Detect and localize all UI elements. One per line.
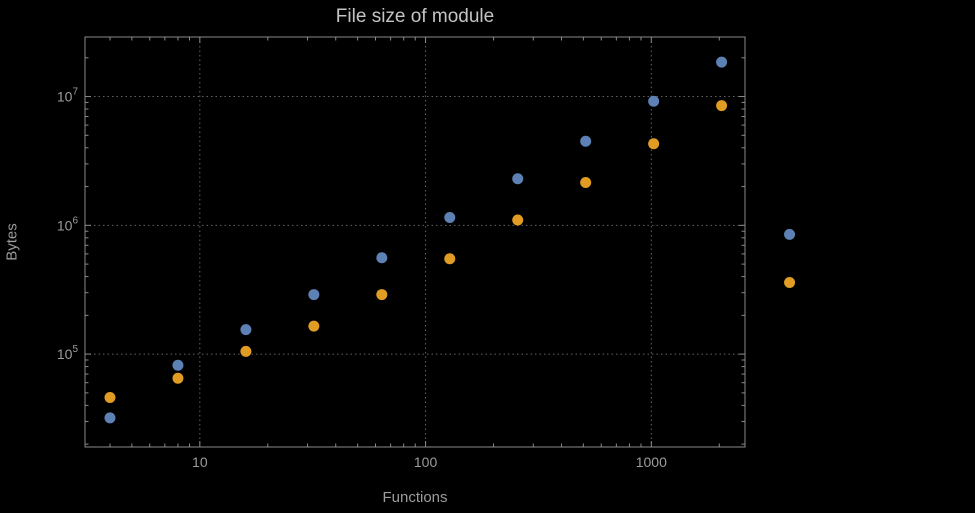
y-tick-label: 105 xyxy=(57,344,79,362)
data-point xyxy=(104,392,116,404)
y-axis-label: Bytes xyxy=(3,223,21,261)
data-point xyxy=(716,56,728,68)
data-point xyxy=(648,95,660,107)
data-point xyxy=(240,345,252,357)
data-point xyxy=(580,177,592,189)
y-tick-label: 107 xyxy=(57,87,79,105)
data-point xyxy=(512,173,524,185)
y-tick-label: 106 xyxy=(57,215,79,233)
data-point xyxy=(512,214,524,226)
x-tick-label: 100 xyxy=(414,454,438,470)
data-point xyxy=(376,289,388,301)
data-point xyxy=(444,212,456,224)
plot-frame xyxy=(84,36,746,448)
data-point xyxy=(308,289,320,301)
data-point xyxy=(172,372,184,384)
data-point xyxy=(240,324,252,336)
data-point xyxy=(376,252,388,264)
data-point xyxy=(308,320,320,332)
x-axis-label: Functions xyxy=(382,489,448,506)
data-point xyxy=(444,253,456,265)
data-point xyxy=(784,228,796,240)
chart-title: File size of module xyxy=(335,6,495,27)
x-tick-label: 1000 xyxy=(636,454,667,470)
data-point xyxy=(172,359,184,371)
data-point xyxy=(580,135,592,147)
x-tick-label: 10 xyxy=(192,454,208,470)
series-blue xyxy=(104,56,796,424)
series-orange xyxy=(104,100,796,404)
data-point xyxy=(104,412,116,424)
data-point xyxy=(784,276,796,288)
data-point xyxy=(716,100,728,112)
data-point xyxy=(648,138,660,150)
